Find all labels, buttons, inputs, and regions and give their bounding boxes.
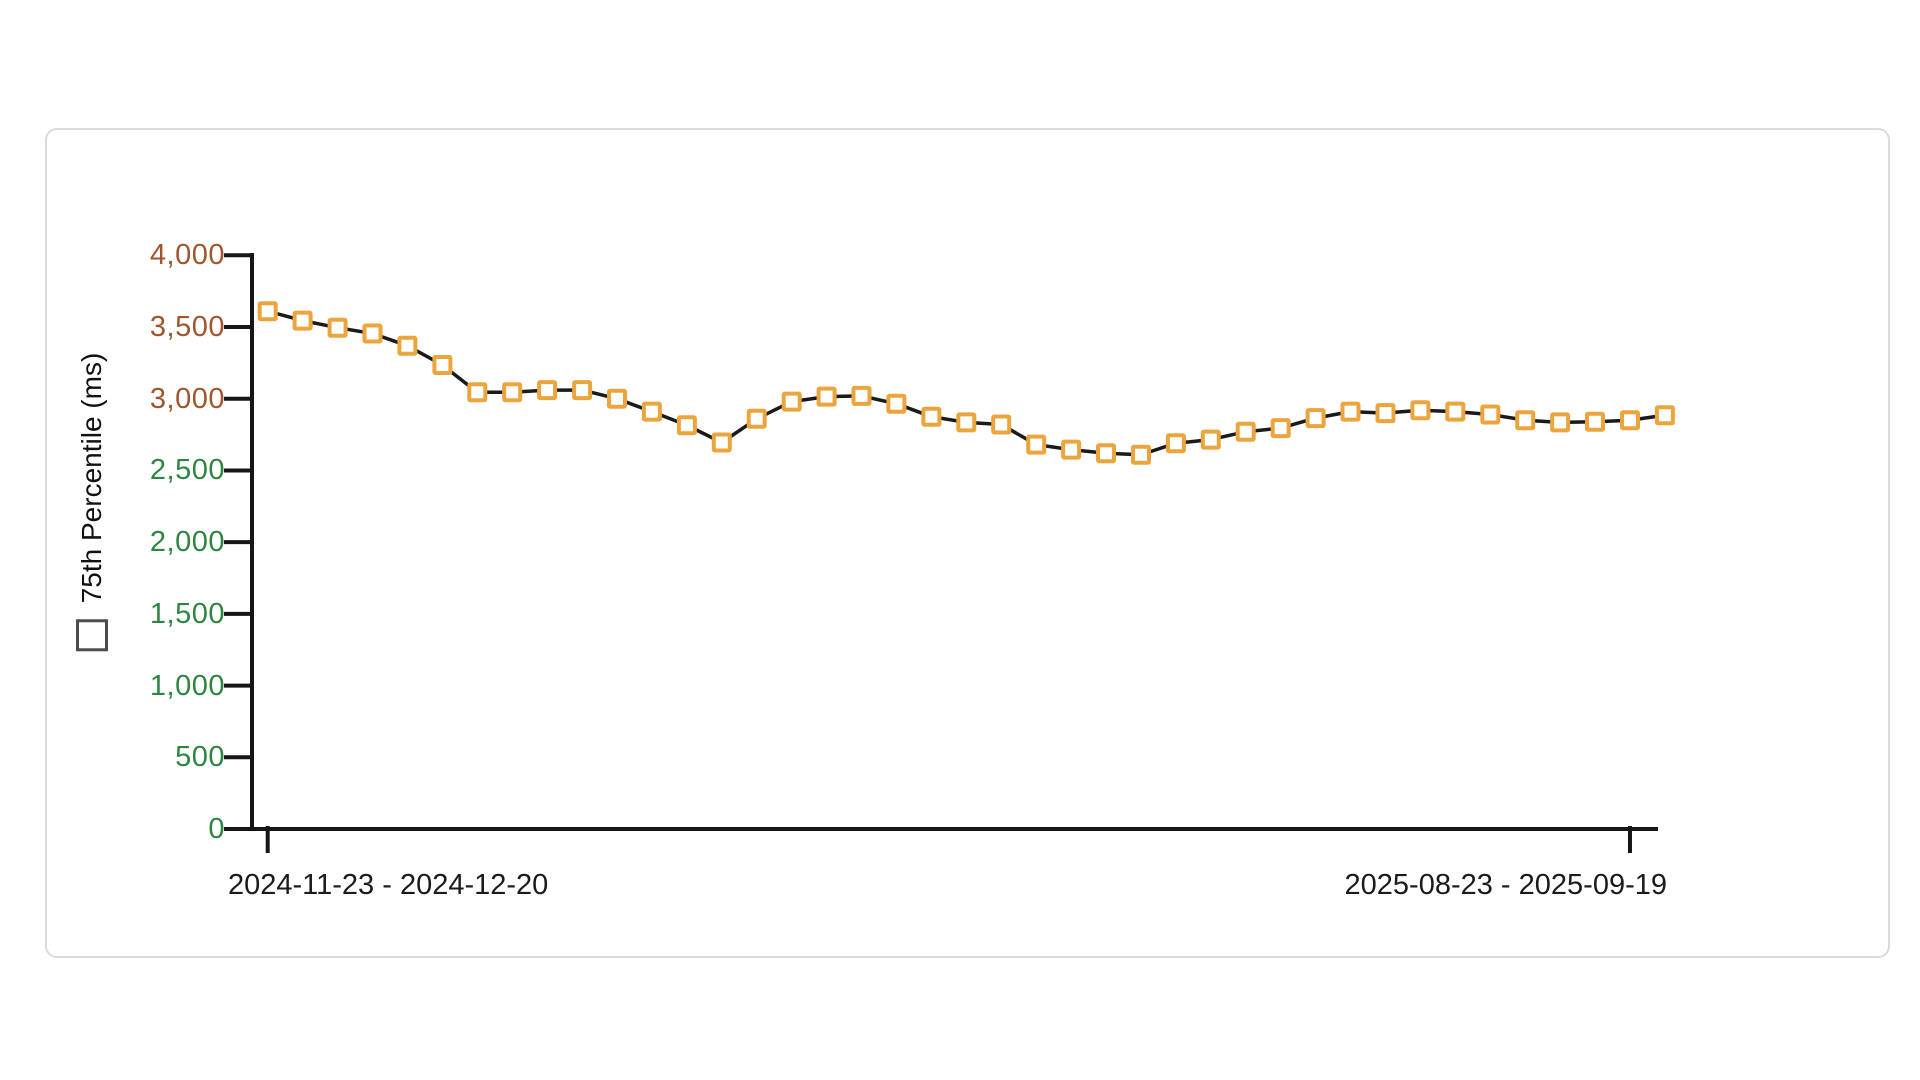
data-point-marker xyxy=(816,386,837,407)
series-swatch-icon xyxy=(76,619,108,652)
data-point-marker xyxy=(781,391,802,412)
data-point-marker xyxy=(851,385,872,406)
x-tick-label-start: 2024-11-23 - 2024-12-20 xyxy=(228,869,549,901)
data-point-marker xyxy=(956,412,977,433)
x-tick-label-end: 2025-08-23 - 2025-09-19 xyxy=(1344,869,1667,901)
data-point-marker xyxy=(1235,421,1256,442)
data-point-marker xyxy=(1096,443,1116,464)
y-tick-label: 2,000 xyxy=(149,526,225,559)
data-point-marker xyxy=(502,382,523,403)
y-axis-title: 75th Percentile (ms) xyxy=(76,353,108,652)
y-tick-label: 3,000 xyxy=(149,382,225,415)
data-point-marker xyxy=(362,323,383,344)
series-markers xyxy=(257,301,1675,465)
data-point-marker xyxy=(886,393,907,414)
data-point-marker xyxy=(607,388,627,409)
data-point-marker xyxy=(1515,410,1536,431)
data-point-marker xyxy=(327,317,348,338)
data-point-marker xyxy=(991,414,1012,435)
data-point-marker xyxy=(572,380,593,401)
data-point-marker xyxy=(1585,411,1605,432)
y-axis-title-text: 75th Percentile (ms) xyxy=(76,352,107,604)
data-point-marker xyxy=(1270,418,1291,439)
data-point-marker xyxy=(1550,412,1571,433)
data-point-marker xyxy=(711,432,732,453)
y-tick-label: 500 xyxy=(175,741,225,774)
data-point-marker xyxy=(1165,433,1186,454)
y-axis-ticks xyxy=(224,253,252,831)
y-tick-label: 0 xyxy=(208,813,225,845)
data-point-marker xyxy=(1654,405,1675,426)
data-point-marker xyxy=(397,335,418,356)
data-point-marker xyxy=(1620,410,1640,431)
data-point-marker xyxy=(432,355,453,375)
data-point-marker xyxy=(467,382,488,403)
y-tick-label: 2,500 xyxy=(149,454,225,487)
data-point-marker xyxy=(1480,404,1501,425)
data-point-marker xyxy=(921,406,942,427)
x-axis-ticks xyxy=(265,826,1632,853)
data-point-marker xyxy=(1061,439,1082,460)
data-point-marker xyxy=(746,408,767,429)
data-point-marker xyxy=(641,401,662,422)
y-tick-label: 1,500 xyxy=(149,597,225,630)
data-point-marker xyxy=(1340,401,1361,422)
data-point-marker xyxy=(1200,429,1221,450)
data-point-marker xyxy=(1026,434,1047,455)
data-point-marker xyxy=(1375,403,1396,424)
data-point-marker xyxy=(1445,401,1466,422)
data-point-marker xyxy=(1305,408,1326,429)
data-point-marker xyxy=(257,301,278,322)
chart-card xyxy=(45,128,1890,958)
data-point-marker xyxy=(676,415,697,436)
data-point-marker xyxy=(292,310,313,331)
data-point-marker xyxy=(1410,400,1431,421)
y-tick-label: 3,500 xyxy=(149,311,225,343)
y-tick-label: 4,000 xyxy=(149,239,225,272)
data-point-marker xyxy=(1131,444,1151,465)
data-point-marker xyxy=(537,380,558,401)
y-tick-label: 1,000 xyxy=(149,669,225,702)
